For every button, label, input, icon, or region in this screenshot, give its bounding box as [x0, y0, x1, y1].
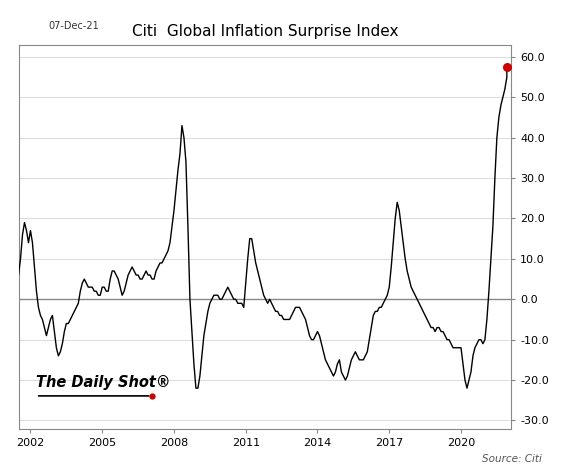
Point: [503, 63, 512, 71]
Text: Source: Citi: Source: Citi: [482, 454, 541, 464]
Title: Citi  Global Inflation Surprise Index: Citi Global Inflation Surprise Index: [131, 25, 398, 40]
Text: The Daily Shot®: The Daily Shot®: [36, 375, 170, 390]
Text: 07-Dec-21: 07-Dec-21: [48, 21, 99, 31]
